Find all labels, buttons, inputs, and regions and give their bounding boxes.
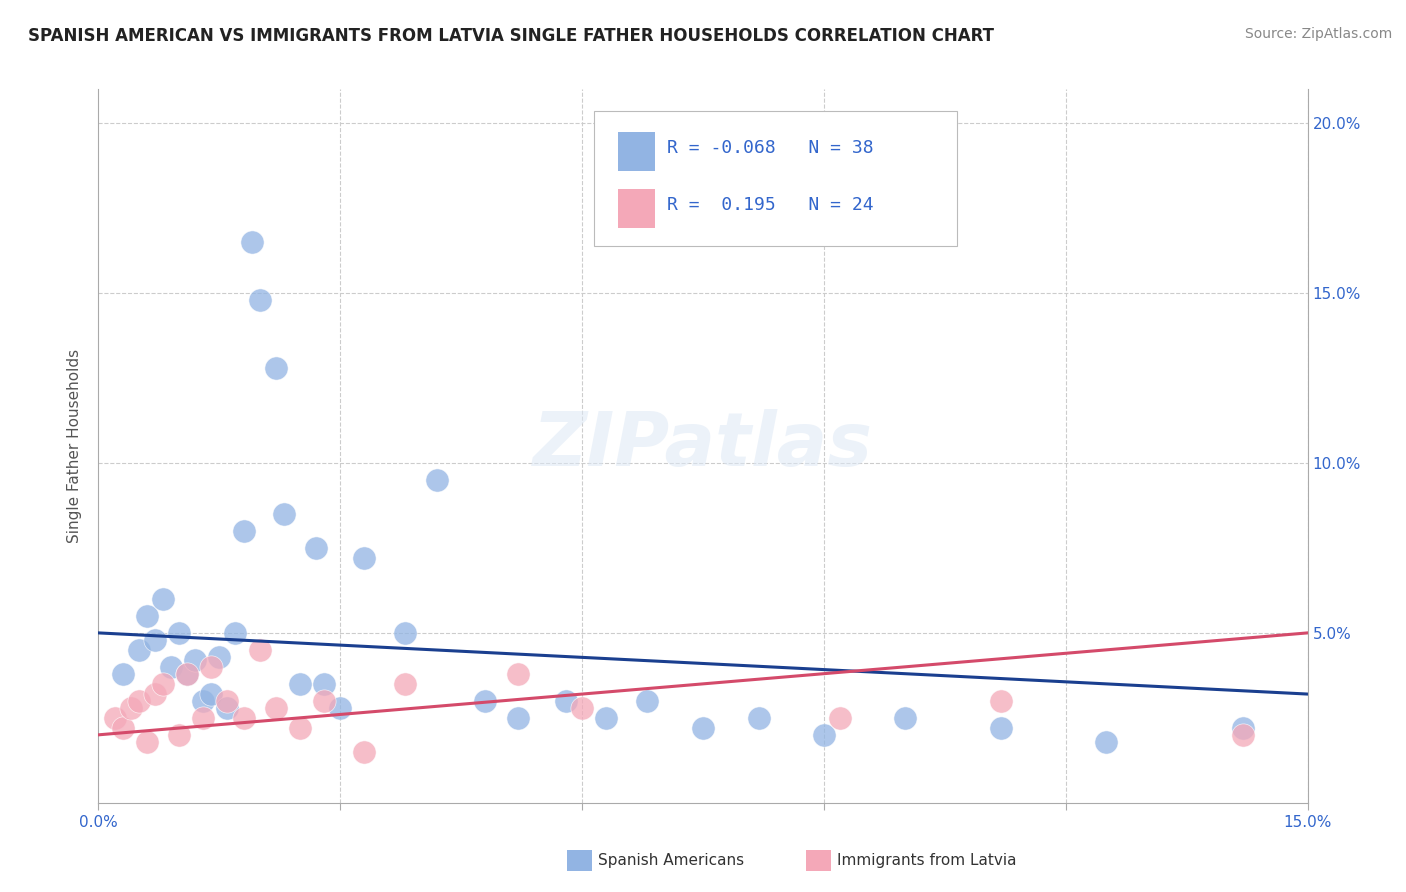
Point xyxy=(128,694,150,708)
Point xyxy=(152,591,174,606)
Point xyxy=(152,677,174,691)
Point xyxy=(305,541,328,555)
Point xyxy=(893,711,915,725)
Y-axis label: Single Father Households: Single Father Households xyxy=(67,349,83,543)
Point xyxy=(288,721,311,735)
Point xyxy=(288,677,311,691)
Point xyxy=(193,711,215,725)
Point xyxy=(200,660,222,674)
Point xyxy=(394,677,416,691)
Point xyxy=(1232,728,1254,742)
Point xyxy=(555,694,578,708)
Point xyxy=(249,643,271,657)
Point xyxy=(1095,734,1118,748)
Point xyxy=(990,721,1012,735)
Point xyxy=(1232,721,1254,735)
Text: Immigrants from Latvia: Immigrants from Latvia xyxy=(837,854,1017,868)
Text: Spanish Americans: Spanish Americans xyxy=(598,854,744,868)
Point xyxy=(224,626,246,640)
Point xyxy=(135,608,157,623)
Point xyxy=(353,745,375,759)
Point xyxy=(813,728,835,742)
Point xyxy=(506,666,529,681)
Point xyxy=(264,700,287,714)
Point xyxy=(353,551,375,566)
Point xyxy=(167,728,190,742)
Point xyxy=(120,700,142,714)
Point xyxy=(595,711,617,725)
Text: SPANISH AMERICAN VS IMMIGRANTS FROM LATVIA SINGLE FATHER HOUSEHOLDS CORRELATION : SPANISH AMERICAN VS IMMIGRANTS FROM LATV… xyxy=(28,27,994,45)
Point xyxy=(103,711,125,725)
Point xyxy=(176,666,198,681)
Point xyxy=(748,711,770,725)
Point xyxy=(232,524,254,538)
Point xyxy=(208,649,231,664)
Point xyxy=(474,694,496,708)
Point xyxy=(571,700,593,714)
Point xyxy=(217,694,239,708)
Point xyxy=(828,711,851,725)
Point xyxy=(314,694,336,708)
Point xyxy=(128,643,150,657)
Point xyxy=(111,721,134,735)
Point xyxy=(273,507,295,521)
Point xyxy=(692,721,714,735)
FancyBboxPatch shape xyxy=(619,189,655,228)
Point xyxy=(249,293,271,307)
Point xyxy=(184,653,207,667)
Point xyxy=(264,360,287,375)
Point xyxy=(160,660,183,674)
Point xyxy=(990,694,1012,708)
Point xyxy=(217,700,239,714)
Text: R = -0.068   N = 38: R = -0.068 N = 38 xyxy=(666,139,873,157)
Point xyxy=(240,235,263,249)
Text: ZIPatlas: ZIPatlas xyxy=(533,409,873,483)
Point xyxy=(111,666,134,681)
Text: Source: ZipAtlas.com: Source: ZipAtlas.com xyxy=(1244,27,1392,41)
Point xyxy=(200,687,222,701)
FancyBboxPatch shape xyxy=(595,111,957,246)
Point xyxy=(506,711,529,725)
Point xyxy=(314,677,336,691)
Point xyxy=(193,694,215,708)
Point xyxy=(394,626,416,640)
Point xyxy=(167,626,190,640)
Point xyxy=(426,473,449,487)
FancyBboxPatch shape xyxy=(619,132,655,171)
Point xyxy=(232,711,254,725)
Point xyxy=(143,687,166,701)
Point xyxy=(143,632,166,647)
Point xyxy=(329,700,352,714)
Point xyxy=(636,694,658,708)
Point xyxy=(135,734,157,748)
Text: R =  0.195   N = 24: R = 0.195 N = 24 xyxy=(666,196,873,214)
Point xyxy=(176,666,198,681)
